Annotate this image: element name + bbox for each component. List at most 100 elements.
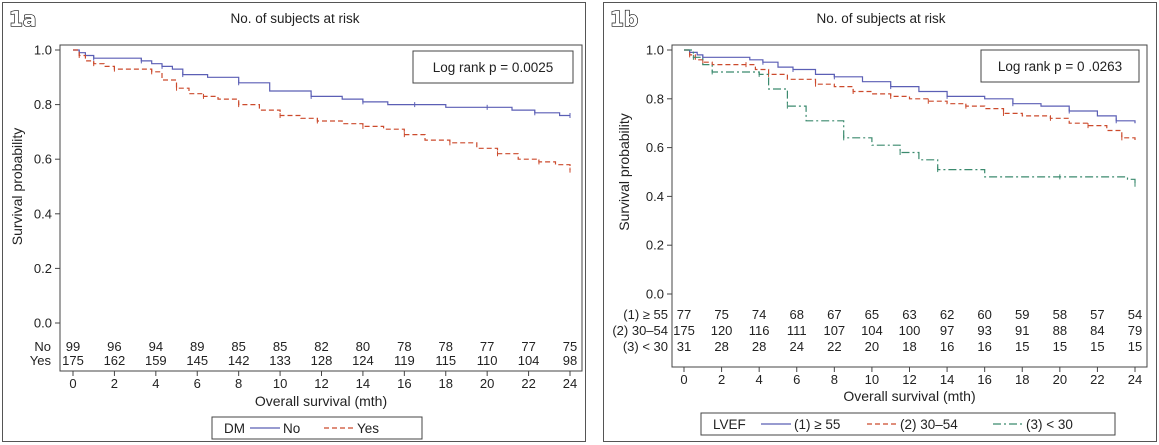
x-tick-label: 8: [831, 372, 838, 387]
risk-count: 54: [1128, 307, 1142, 322]
x-tick-label: 18: [439, 376, 453, 391]
x-tick-label: 2: [718, 372, 725, 387]
x-tick-label: 14: [940, 372, 954, 387]
x-axis-label: Overall survival (mth): [255, 393, 387, 409]
log-rank-box: [412, 50, 574, 84]
x-tick-label: 4: [756, 372, 763, 387]
x-tick-label: 10: [273, 376, 287, 391]
risk-count: 96: [107, 339, 121, 354]
x-tick-label: 6: [194, 376, 201, 391]
risk-count: 128: [311, 353, 333, 368]
x-tick-label: 24: [563, 376, 577, 391]
risk-count: 15: [1015, 339, 1029, 354]
risk-count: 15: [1090, 339, 1104, 354]
y-axis-label: Survival probability: [616, 113, 632, 231]
legend-item-label: (2) 30–54: [900, 417, 958, 432]
risk-count: 115: [435, 353, 456, 368]
risk-count: 91: [1015, 323, 1029, 338]
risk-count: 175: [673, 323, 695, 338]
km-chart-1b: 1b No. of subjects at risk 0.0 0.2 0.4 0.6 0.8…: [609, 6, 1148, 436]
legend-box: [700, 412, 1116, 436]
risk-count: 85: [273, 339, 287, 354]
risk-count: 78: [397, 339, 411, 354]
y-tick-label: 0.4: [34, 206, 52, 221]
risk-count: 100: [899, 323, 921, 338]
risk-count: 80: [356, 339, 370, 354]
risk-count: 120: [711, 323, 733, 338]
x-tick-label: 20: [480, 376, 494, 391]
risk-count: 77: [521, 339, 535, 354]
km-chart-1a: 1a No. of subjects at risk 0.0 0.2 0.4 0.6 0.8…: [8, 6, 583, 440]
legend-box: [211, 416, 423, 440]
survival-curve-1: [684, 49, 1136, 124]
risk-count: 142: [228, 353, 250, 368]
risk-count: 57: [1090, 307, 1104, 322]
y-tick-label: 0.8: [646, 91, 664, 106]
risk-count: 159: [145, 353, 167, 368]
risk-count: 124: [352, 353, 374, 368]
chart-panel-1a: 1a No. of subjects at risk 0.0 0.2 0.4 0.6 0.8…: [2, 2, 586, 442]
legend-title: DM: [224, 421, 245, 436]
x-tick-label: 12: [902, 372, 916, 387]
x-tick-label: 0: [69, 376, 76, 391]
risk-count: 31: [677, 339, 691, 354]
risk-count: 94: [149, 339, 163, 354]
risk-count: 28: [714, 339, 728, 354]
x-tick-label: 16: [397, 376, 411, 391]
survival-curve-3: [684, 49, 1136, 185]
x-tick-label: 8: [235, 376, 242, 391]
risk-count: 145: [186, 353, 208, 368]
risk-row-label: (3) < 30: [623, 339, 668, 354]
risk-count: 104: [861, 323, 883, 338]
legend-title: LVEF: [713, 417, 746, 432]
risk-count: 24: [790, 339, 804, 354]
risk-count: 28: [752, 339, 766, 354]
risk-count: 89: [190, 339, 204, 354]
y-tick-label: 1.0: [34, 43, 52, 58]
risk-count: 97: [940, 323, 954, 338]
log-rank-text: Log rank p = 0 .0263: [998, 59, 1122, 74]
y-tick-label: 0.6: [646, 140, 664, 155]
risk-count: 162: [104, 353, 126, 368]
risk-count: 58: [1053, 307, 1067, 322]
legend-item-label: Yes: [357, 421, 379, 436]
y-tick-label: 0.8: [34, 97, 52, 112]
x-tick-label: 6: [793, 372, 800, 387]
risk-count: 84: [1090, 323, 1104, 338]
risk-row-label: (2) 30–54: [612, 323, 668, 338]
risk-count: 79: [1128, 323, 1142, 338]
x-tick-label: 22: [521, 376, 535, 391]
y-tick-label: 0.2: [34, 261, 52, 276]
risk-count: 82: [314, 339, 328, 354]
y-axis-label: Survival probability: [9, 128, 25, 246]
risk-count: 77: [677, 307, 691, 322]
log-rank-text: Log rank p = 0.0025: [433, 60, 553, 75]
risk-count: 20: [865, 339, 879, 354]
risk-count: 74: [752, 307, 766, 322]
legend-item-label: (1) ≥ 55: [794, 417, 840, 432]
risk-count: 75: [714, 307, 728, 322]
panel-label: 1a: [9, 7, 36, 31]
risk-count: 175: [62, 353, 84, 368]
chart-panel-1b: 1b No. of subjects at risk 0.0 0.2 0.4 0.6 0.8…: [603, 2, 1157, 442]
risk-row-label: Yes: [30, 353, 52, 368]
x-tick-label: 20: [1053, 372, 1067, 387]
x-tick-label: 24: [1128, 372, 1142, 387]
risk-count: 59: [1015, 307, 1029, 322]
panel-label: 1b: [610, 7, 638, 31]
x-tick-label: 4: [152, 376, 159, 391]
risk-count: 119: [394, 353, 415, 368]
risk-count: 15: [1053, 339, 1067, 354]
risk-count: 98: [563, 353, 577, 368]
risk-count: 77: [480, 339, 494, 354]
x-tick-label: 16: [977, 372, 991, 387]
risk-count: 15: [1128, 339, 1142, 354]
x-tick-label: 12: [314, 376, 328, 391]
y-tick-label: 0.0: [34, 316, 52, 331]
risk-count: 60: [977, 307, 991, 322]
risk-count: 68: [790, 307, 804, 322]
log-rank-box: [980, 49, 1140, 83]
chart-title: No. of subjects at risk: [230, 11, 359, 26]
risk-count: 18: [902, 339, 916, 354]
risk-count: 16: [977, 339, 991, 354]
